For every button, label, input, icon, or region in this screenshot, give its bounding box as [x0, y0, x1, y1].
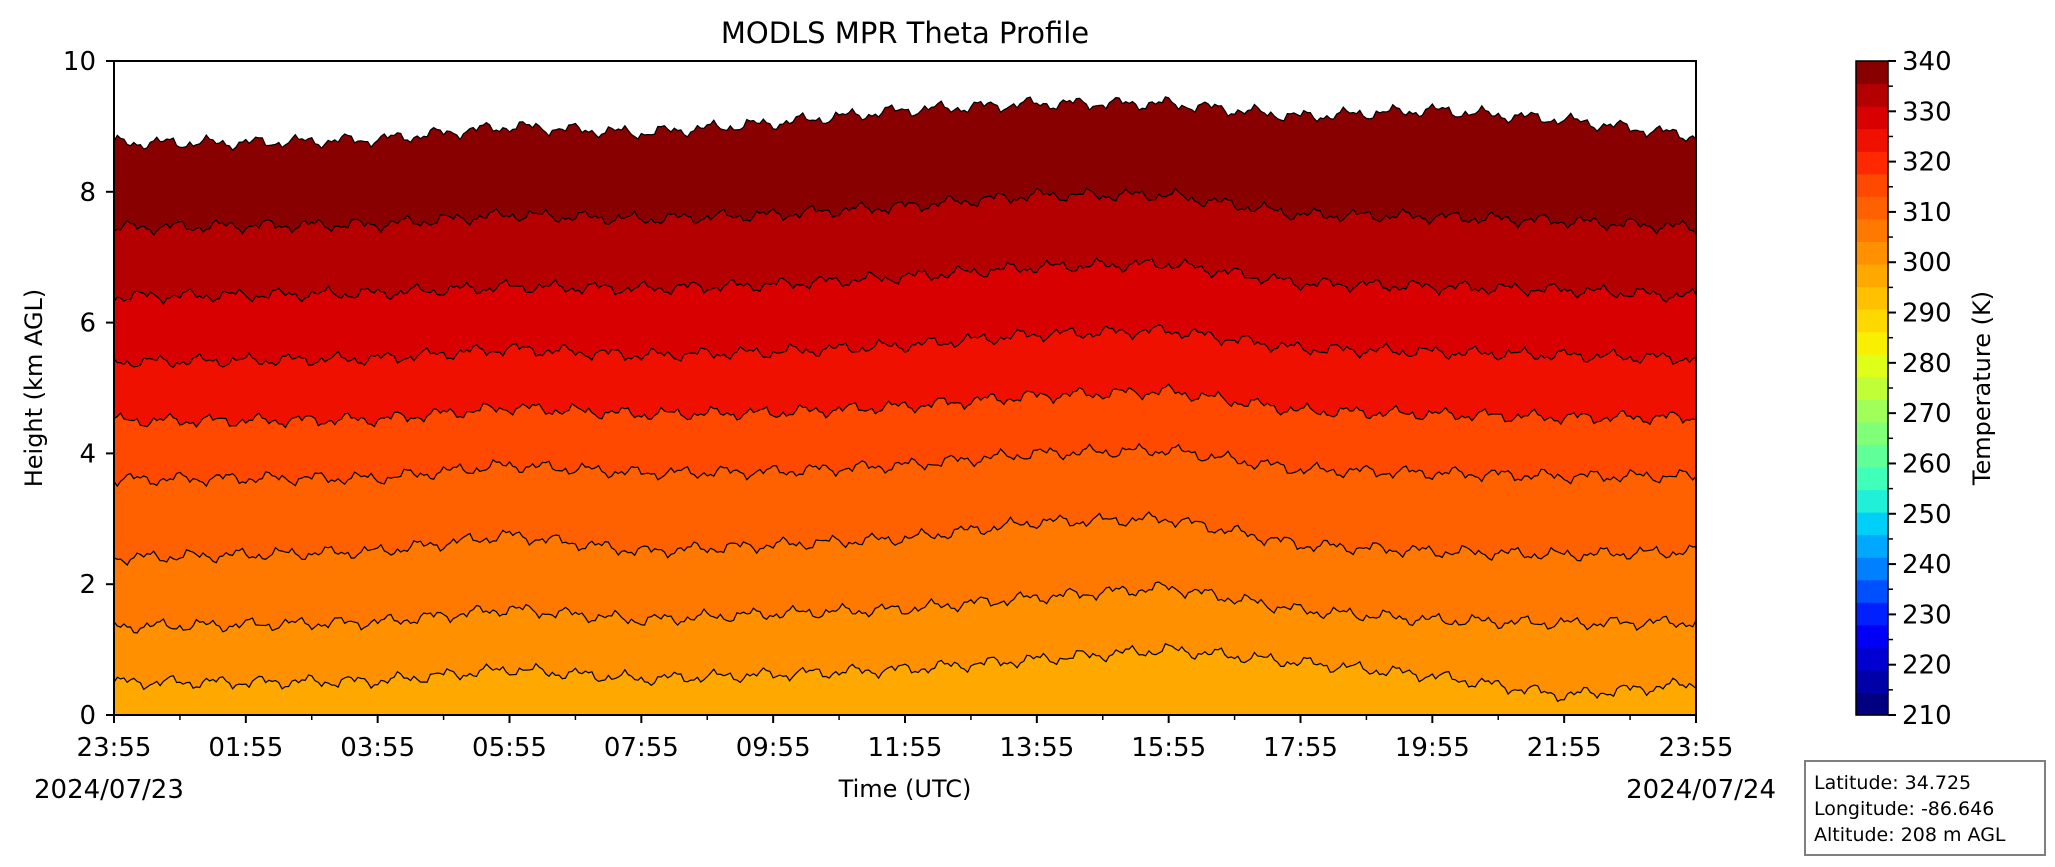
colorbar-tick-label: 340	[1902, 47, 1952, 77]
colorbar-segment	[1856, 489, 1888, 513]
colorbar-label: Temperature (K)	[1968, 291, 1996, 486]
theta-band	[114, 443, 1696, 565]
colorbar-segment	[1856, 263, 1888, 288]
colorbar-tick-label: 230	[1902, 600, 1952, 630]
colorbar-segment	[1856, 106, 1888, 130]
contour-line	[114, 96, 1696, 151]
x-tick-label: 19:55	[1395, 733, 1470, 763]
y-tick-label: 4	[79, 439, 96, 469]
colorbar-segment	[1856, 173, 1888, 197]
x-tick-label: 23:55	[1659, 733, 1734, 763]
colorbar-tick-label: 220	[1902, 651, 1952, 681]
contour-line	[114, 581, 1696, 634]
theta-band	[114, 96, 1696, 236]
colorbar-tick-label: 310	[1902, 198, 1952, 228]
colorbar-tick-label: 280	[1902, 349, 1952, 379]
longitude-text: Longitude: -86.646	[1814, 798, 1995, 820]
theta-band	[114, 324, 1696, 428]
colorbar-segment	[1856, 354, 1888, 378]
colorbar-tick-label: 210	[1902, 701, 1952, 731]
x-tick-label: 11:55	[868, 733, 943, 763]
colorbar: 210 220 230 240 250 260 270 280 290 300 310 320 330 3…	[1855, 47, 1952, 731]
colorbar-segment	[1856, 83, 1888, 107]
contour-line	[114, 442, 1696, 488]
colorbar-segment	[1856, 602, 1888, 626]
x-axis-label: Time (UTC)	[838, 775, 972, 803]
y-tick-label: 10	[63, 47, 96, 77]
latitude-text: Latitude: 34.725	[1814, 772, 1972, 794]
x-tick-label: 01:55	[208, 733, 283, 763]
x-tick-label: 13:55	[999, 733, 1074, 763]
colorbar-tick-label: 270	[1902, 399, 1952, 429]
colorbar-segment	[1856, 669, 1888, 694]
colorbar-segment	[1856, 196, 1888, 220]
colorbar-tick-label: 300	[1902, 248, 1952, 278]
contour-line	[114, 257, 1696, 305]
colorbar-segment	[1856, 376, 1888, 400]
colorbar-segment	[1856, 151, 1888, 175]
colorbar-segment	[1856, 421, 1888, 445]
colorbar-tick-label: 330	[1902, 97, 1952, 127]
contour-line	[114, 324, 1696, 369]
contour-line	[114, 383, 1696, 429]
colorbar-tick-label: 290	[1902, 299, 1952, 329]
colorbar-segment	[1856, 534, 1888, 558]
x-tick-label: 03:55	[340, 733, 415, 763]
start-date-label: 2024/07/23	[34, 775, 184, 805]
station-info-box: Latitude: 34.725 Longitude: -86.646 Alti…	[1804, 760, 2046, 856]
y-tick-label: 8	[79, 178, 96, 208]
colorbar-segment	[1856, 444, 1888, 468]
theta-band	[114, 384, 1696, 487]
x-tick-label: 15:55	[1131, 733, 1206, 763]
y-tick-label: 6	[79, 309, 96, 339]
x-tick-label: 23:55	[77, 733, 152, 763]
colorbar-tick-label: 260	[1902, 449, 1952, 479]
colorbar-segment	[1856, 128, 1888, 152]
contour-line	[114, 187, 1696, 237]
x-tick-label: 17:55	[1263, 733, 1338, 763]
plot-area	[114, 96, 1696, 715]
y-axis: 0 2 4 6 8 10	[63, 47, 114, 731]
x-tick-label: 07:55	[604, 733, 679, 763]
x-tick-label: 09:55	[736, 733, 811, 763]
y-tick-label: 0	[79, 701, 96, 731]
colorbar-segment	[1856, 399, 1888, 423]
colorbar-tick-label: 250	[1902, 500, 1952, 530]
colorbar-segment	[1856, 624, 1888, 648]
colorbar-segment	[1856, 557, 1888, 581]
contour-line	[114, 511, 1696, 566]
colorbar-segment	[1856, 512, 1888, 536]
end-date-label: 2024/07/24	[1626, 775, 1776, 805]
altitude-text: Altitude: 208 m AGL	[1814, 824, 2006, 846]
chart-title: MODLS MPR Theta Profile	[721, 16, 1089, 50]
colorbar-segment	[1856, 61, 1888, 85]
y-axis-label: Height (km AGL)	[20, 289, 48, 488]
colorbar-tick-label: 240	[1902, 550, 1952, 580]
colorbar-segment	[1856, 331, 1888, 355]
theta-band	[114, 258, 1696, 368]
colorbar-segment	[1856, 466, 1888, 491]
colorbar-segment	[1856, 286, 1888, 310]
colorbar-segment	[1856, 309, 1888, 333]
contour-line	[114, 642, 1696, 703]
x-axis: 23:55 01:55 03:55 05:55 07:55 09:55 11:55 13:55…	[77, 715, 1734, 763]
colorbar-tick-label: 320	[1902, 148, 1952, 178]
colorbar-segment	[1856, 241, 1888, 265]
theta-band	[114, 643, 1696, 715]
x-tick-label: 21:55	[1527, 733, 1602, 763]
colorbar-segment	[1856, 692, 1888, 716]
colorbar-segment	[1856, 647, 1888, 671]
colorbar-segment	[1856, 579, 1888, 603]
colorbar-segment	[1856, 218, 1888, 243]
contour-lines	[114, 96, 1696, 703]
theta-band	[114, 512, 1696, 633]
y-tick-label: 2	[79, 570, 96, 600]
theta-band	[114, 582, 1696, 702]
x-tick-label: 05:55	[472, 733, 547, 763]
